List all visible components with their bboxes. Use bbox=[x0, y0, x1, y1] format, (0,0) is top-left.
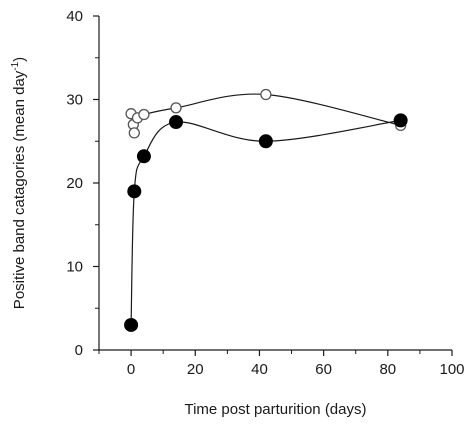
series-1-point-6 bbox=[170, 102, 182, 114]
y-axis-label-suffix: ) bbox=[11, 57, 28, 62]
series-1-point-3 bbox=[128, 127, 140, 139]
x-tick-label-60: 60 bbox=[315, 361, 332, 378]
axes bbox=[98, 16, 452, 351]
series-2-point-2 bbox=[127, 184, 142, 199]
series-curves bbox=[130, 93, 401, 325]
x-tick-label-40: 40 bbox=[251, 361, 268, 378]
series-2-point-4 bbox=[169, 115, 184, 130]
series-2-point-3 bbox=[136, 149, 151, 164]
y-tick-label-0: 0 bbox=[75, 342, 83, 359]
y-tick-label-40: 40 bbox=[66, 8, 83, 25]
y-tick-label-10: 10 bbox=[66, 259, 83, 276]
series-markers bbox=[124, 88, 408, 332]
x-ticks: 0 20 40 60 80 100 bbox=[98, 350, 465, 378]
y-axis-label: Positive band catagories (mean day-1) bbox=[10, 57, 28, 309]
series-2-point-1 bbox=[124, 317, 139, 332]
series-2-curve bbox=[130, 119, 401, 325]
x-tick-label-20: 20 bbox=[187, 361, 204, 378]
y-axis-label-superscript: -1 bbox=[10, 61, 21, 70]
series-1-point-7 bbox=[260, 88, 272, 101]
y-axis-label-main: Positive band catagories (mean day bbox=[11, 70, 28, 309]
series-1-point-5 bbox=[138, 108, 150, 121]
x-tick-label-80: 80 bbox=[379, 361, 396, 378]
y-tick-label-20: 20 bbox=[66, 175, 83, 192]
y-tick-label-30: 30 bbox=[66, 92, 83, 109]
series-2-point-5 bbox=[258, 134, 273, 149]
y-ticks: 0 10 20 30 40 bbox=[66, 8, 99, 359]
x-tick-label-100: 100 bbox=[439, 361, 464, 378]
x-tick-label-0: 0 bbox=[127, 361, 135, 378]
x-axis-label: Time post parturition (days) bbox=[184, 401, 366, 418]
series-2-point-6 bbox=[393, 113, 408, 128]
